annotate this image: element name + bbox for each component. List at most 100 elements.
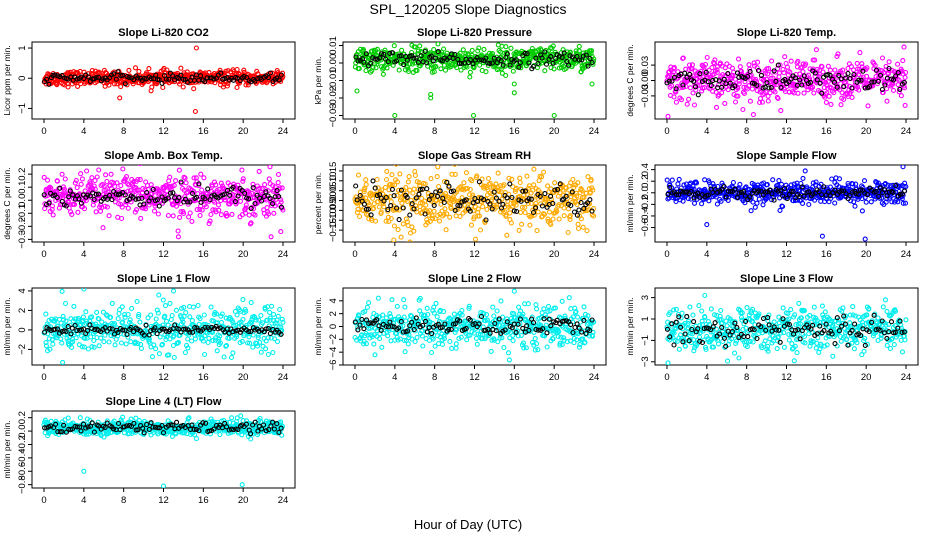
data-point (885, 182, 891, 188)
data-point-hourly (456, 60, 463, 66)
data-point (823, 99, 829, 105)
outlier-point (470, 112, 477, 119)
data-point (216, 207, 222, 213)
panel-4: Slope Amb. Box Temp.0 4 8 12 16 20 24−0.3−0.2−… (2, 150, 296, 260)
data-point (363, 177, 369, 183)
data-point (245, 340, 251, 346)
data-point (494, 308, 500, 314)
data-point (491, 313, 497, 319)
data-point-hourly (120, 72, 126, 78)
data-point-hourly (847, 193, 853, 199)
data-point (467, 74, 473, 80)
data-point (508, 220, 514, 226)
data-point (173, 178, 179, 184)
data-point (752, 204, 758, 210)
data-point (431, 304, 437, 310)
data-point (584, 228, 590, 234)
data-point (162, 313, 168, 319)
data-point-hourly (409, 201, 415, 207)
data-point (94, 174, 100, 180)
data-point (837, 87, 843, 93)
data-point (246, 212, 252, 218)
x-tick-label: 24 (589, 372, 600, 383)
data-point (83, 309, 89, 315)
x-tick-label: 0 (41, 126, 46, 137)
data-point (275, 313, 281, 319)
data-point (180, 84, 186, 90)
data-point (827, 184, 833, 190)
data-point-hourly (263, 189, 269, 195)
data-point (277, 306, 283, 313)
x-tick-label: 16 (509, 372, 520, 383)
data-point (840, 67, 846, 73)
data-point (838, 102, 844, 108)
data-point (58, 336, 64, 342)
data-point (868, 199, 874, 205)
data-point (274, 320, 280, 326)
data-point (458, 67, 464, 73)
data-point (69, 344, 75, 350)
data-point-hourly (190, 329, 196, 335)
data-point-hourly (758, 72, 764, 78)
data-point-hourly (368, 60, 374, 66)
data-point (441, 211, 447, 218)
data-point (400, 221, 406, 227)
data-point (364, 304, 370, 310)
data-point-hourly (133, 196, 139, 202)
data-point (534, 228, 540, 234)
data-point (154, 307, 160, 313)
data-point-hourly (578, 199, 584, 206)
data-point-hourly (378, 51, 385, 57)
data-point-hourly (691, 78, 697, 84)
data-point (487, 180, 493, 187)
data-point (818, 181, 824, 187)
data-point-hourly (383, 194, 389, 201)
data-point-hourly (511, 208, 517, 214)
data-point-hourly (93, 191, 99, 197)
data-point (185, 345, 191, 351)
data-point (279, 316, 285, 322)
data-point-hourly (452, 207, 458, 213)
outlier-point (117, 95, 123, 101)
data-point-hourly (771, 68, 777, 74)
data-point (671, 65, 677, 71)
data-point (810, 84, 816, 90)
data-point (504, 232, 510, 238)
data-point-hourly (561, 196, 567, 202)
data-point-hourly (163, 76, 169, 82)
data-point (240, 176, 246, 182)
data-point (68, 209, 74, 215)
data-point (412, 168, 418, 174)
x-tick-label: 12 (781, 126, 792, 137)
data-point (243, 202, 249, 208)
figure-title: SPL_120205 Slope Diagnostics (369, 1, 567, 17)
data-point-hourly (278, 72, 284, 78)
data-point-hourly (705, 79, 711, 85)
data-point (691, 102, 698, 108)
data-point (864, 65, 870, 71)
data-point (452, 171, 458, 177)
data-point-hourly (390, 50, 396, 56)
data-point (153, 346, 159, 352)
data-point (803, 61, 809, 67)
data-point (436, 218, 443, 224)
data-point-hourly (122, 192, 128, 198)
data-point (852, 203, 858, 209)
data-point (467, 192, 473, 198)
y-tick-label: −0.01 (328, 68, 339, 92)
data-point-hourly (556, 53, 562, 59)
data-point (122, 314, 128, 320)
data-point (405, 68, 412, 75)
data-point-hourly (221, 191, 228, 197)
scatter-points (352, 288, 597, 363)
data-point (432, 343, 438, 349)
data-point (503, 72, 509, 79)
y-tick-label: −0.03 (328, 103, 339, 127)
data-point (182, 175, 188, 181)
data-point (47, 346, 53, 352)
data-point-hourly (719, 84, 725, 90)
data-point-hourly (357, 192, 363, 199)
y-tick-label: −2 (328, 334, 339, 345)
data-point-hourly (684, 74, 690, 80)
data-point (128, 339, 134, 345)
